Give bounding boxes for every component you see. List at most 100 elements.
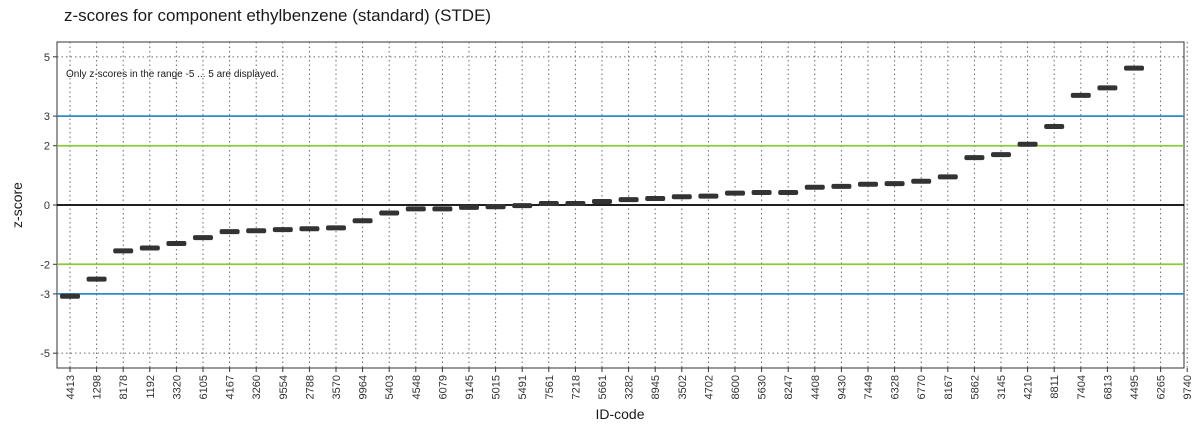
x-tick-label: 6079	[437, 375, 449, 399]
y-tick-label: -3	[40, 289, 50, 301]
data-point	[193, 235, 213, 241]
x-tick-label: 4413	[65, 375, 77, 399]
y-tick-label: 3	[44, 111, 50, 123]
data-point	[299, 226, 320, 232]
data-point	[592, 198, 612, 204]
data-point	[219, 229, 240, 235]
x-tick-label: 3145	[996, 375, 1008, 399]
y-tick-label: -2	[40, 259, 50, 271]
x-tick-label: 6105	[198, 375, 210, 399]
x-tick-label: 8600	[730, 375, 742, 399]
x-tick-label: 2788	[304, 375, 316, 399]
data-point	[326, 225, 346, 231]
x-tick-label: 6813	[1102, 375, 1114, 399]
data-point	[1044, 123, 1065, 129]
data-point	[964, 155, 985, 161]
x-tick-label: 3502	[677, 375, 689, 399]
data-point	[379, 210, 400, 216]
data-point	[991, 152, 1011, 158]
data-point	[485, 204, 506, 210]
data-point	[352, 218, 373, 224]
x-tick-label: 5015	[491, 375, 503, 399]
data-point	[831, 183, 852, 189]
data-point	[725, 190, 745, 196]
x-tick-label: 4702	[703, 375, 715, 399]
data-marks	[60, 65, 1144, 299]
data-point	[751, 190, 772, 196]
data-point	[139, 245, 160, 251]
data-point	[884, 181, 905, 187]
data-point	[778, 190, 799, 196]
data-point	[565, 201, 586, 207]
data-point	[858, 181, 878, 187]
data-point	[911, 178, 932, 184]
y-axis-ticks: -5 -3 -2 0 2 3 5	[40, 52, 57, 360]
data-point	[618, 197, 639, 203]
data-point	[1097, 85, 1118, 91]
data-point	[113, 248, 134, 254]
x-tick-label: 4408	[810, 375, 822, 399]
x-tick-label: 1298	[92, 375, 104, 399]
data-point	[804, 184, 825, 190]
x-tick-label: 3260	[251, 375, 263, 399]
x-tick-label: 4548	[411, 375, 423, 399]
x-tick-label: 5862	[969, 375, 981, 399]
y-axis-label: z-score	[9, 182, 25, 228]
data-point	[698, 193, 719, 199]
data-point	[1070, 92, 1091, 98]
data-point	[1017, 141, 1038, 147]
x-axis-label: ID-code	[595, 406, 644, 422]
x-tick-label: 7561	[544, 375, 556, 399]
data-point	[432, 206, 453, 212]
x-tick-label: 9740	[1182, 375, 1192, 399]
x-tick-label: 9964	[358, 375, 370, 399]
data-point	[1124, 65, 1144, 71]
x-tick-label: 6770	[916, 375, 928, 399]
data-point	[86, 276, 107, 282]
x-tick-label: 4167	[225, 375, 237, 399]
x-tick-label: 4210	[1023, 375, 1035, 399]
data-point	[645, 195, 666, 201]
reference-lines	[57, 115, 1184, 295]
x-tick-label: 8247	[783, 375, 795, 399]
x-tick-label: 5403	[384, 375, 396, 399]
x-tick-label: 6265	[1156, 375, 1168, 399]
x-tick-label: 8945	[650, 375, 662, 399]
data-point	[272, 227, 293, 233]
x-tick-label: 8178	[118, 375, 130, 399]
y-tick-label: 2	[44, 141, 50, 153]
x-tick-label: 7218	[570, 375, 582, 399]
chart-title: z-scores for component ethylbenzene (sta…	[64, 6, 492, 25]
x-tick-label: 9430	[836, 375, 848, 399]
x-tick-label: 5661	[597, 375, 609, 399]
x-tick-label: 7404	[1076, 375, 1088, 399]
x-tick-label: 5491	[517, 375, 529, 399]
data-point	[246, 228, 267, 234]
data-point	[937, 174, 958, 180]
y-tick-label: 0	[44, 200, 50, 212]
data-point	[60, 293, 80, 299]
y-tick-label: 5	[44, 52, 50, 64]
data-point	[512, 203, 533, 209]
x-tick-label: 3320	[171, 375, 183, 399]
x-tick-label: 6328	[890, 375, 902, 399]
x-tick-label: 9554	[278, 375, 290, 399]
x-axis-ticks: 4413 1298 8178 1192 3320 6105 4167 3260 9554 2788…	[65, 368, 1192, 399]
x-tick-label: 7449	[863, 375, 875, 399]
data-point	[538, 201, 559, 207]
data-point	[405, 206, 426, 212]
x-tick-label: 3282	[624, 375, 636, 399]
x-tick-label: 3570	[331, 375, 343, 399]
x-tick-label: 8167	[943, 375, 955, 399]
chart-note: Only z-scores in the range -5 ... 5 are …	[66, 69, 279, 80]
data-point	[166, 241, 187, 247]
x-tick-label: 1192	[145, 375, 157, 399]
x-tick-label: 9145	[464, 375, 476, 399]
x-tick-label: 4495	[1129, 375, 1141, 399]
data-point	[671, 194, 692, 200]
y-tick-label: -5	[40, 348, 50, 360]
data-point	[459, 204, 479, 210]
x-tick-label: 8811	[1049, 375, 1061, 399]
x-tick-label: 5630	[757, 375, 769, 399]
